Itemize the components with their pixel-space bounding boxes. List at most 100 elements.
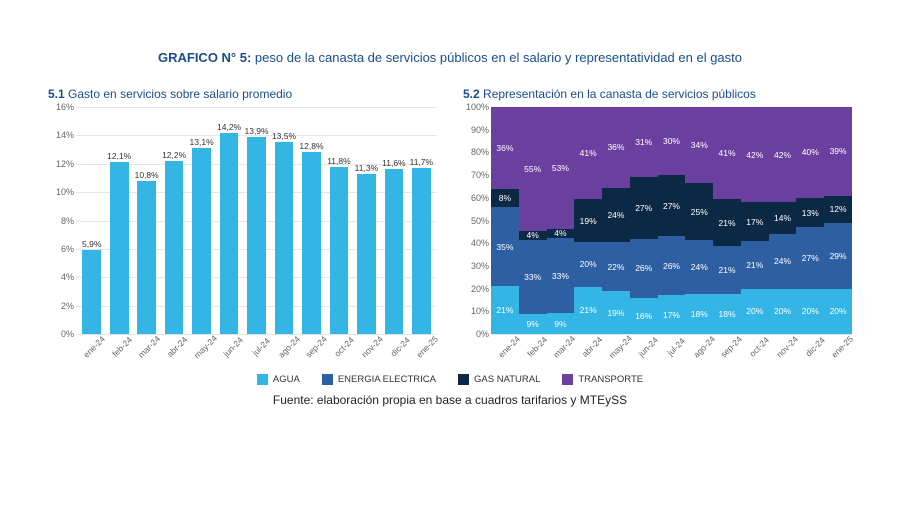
chart-51-yaxis: 0%2%4%6%8%10%12%14%16% (48, 107, 76, 334)
chart-52-segment: 40% (796, 107, 824, 198)
chart-52-segment-label: 17% (663, 310, 680, 320)
chart-52-segment: 33% (547, 238, 575, 314)
chart-52-ytick: 0% (476, 329, 489, 339)
chart-51-bar-wrap: 13,5% (270, 107, 297, 334)
chart-52-segment-label: 24% (691, 262, 708, 272)
chart-51-bar-wrap: 12,1% (105, 107, 132, 334)
chart-52-segment: 36% (602, 107, 630, 188)
chart-51-bar-label: 13,5% (272, 131, 296, 141)
chart-52-segment-label: 30% (663, 136, 680, 146)
chart-52-segment-label: 8% (499, 193, 511, 203)
chart-51-bar-wrap: 12,8% (298, 107, 325, 334)
chart-51-bar-label: 14,2% (217, 122, 241, 132)
chart-51-bar-label: 12,8% (299, 141, 323, 151)
chart-52-segment: 4% (519, 231, 547, 240)
chart-52-segment-label: 18% (691, 309, 708, 319)
chart-52-stack-col: 9%33%4%53% (547, 107, 575, 334)
chart-52-segment-label: 26% (635, 263, 652, 273)
chart-52-segment-label: 20% (774, 306, 791, 316)
chart-52-segment: 27% (630, 177, 658, 238)
chart-52-stacks: 21%35%8%36%9%33%4%55%9%33%4%53%21%20%19%… (491, 107, 852, 334)
chart-51-bar (412, 168, 431, 334)
chart-52-segment-label: 27% (663, 201, 680, 211)
chart-52-segment-label: 9% (527, 319, 539, 329)
chart-52-segment: 29% (824, 223, 852, 289)
chart-52-ytick: 100% (466, 102, 489, 112)
chart-52-segment-label: 34% (691, 140, 708, 150)
chart-51-bar-wrap: 14,2% (215, 107, 242, 334)
legend-item: TRANSPORTE (562, 374, 643, 385)
chart-51-bar (137, 181, 156, 334)
chart-51-bar (220, 133, 239, 334)
panel-51-title-bold: 5.1 (48, 87, 65, 101)
chart-52-segment: 31% (630, 107, 658, 177)
chart-51-bar-label: 13,1% (190, 137, 214, 147)
chart-51-ytick: 12% (56, 159, 74, 169)
chart-51-ytick: 10% (56, 187, 74, 197)
chart-52-segment: 20% (769, 289, 797, 334)
chart-52-segment: 25% (685, 183, 713, 239)
chart-52-segment: 21% (713, 199, 741, 246)
legend-swatch (322, 374, 333, 385)
chart-52-segment-label: 20% (580, 259, 597, 269)
chart-51-bar-wrap: 13,1% (188, 107, 215, 334)
chart-51-xtick: ene-25 (410, 330, 449, 369)
legend: AGUAENERGIA ELECTRICAGAS NATURALTRANSPOR… (48, 374, 852, 385)
chart-51-bar (165, 161, 184, 334)
panel-51-title-rest: Gasto en servicios sobre salario promedi… (68, 87, 292, 101)
chart-52-xtick: ene-25 (825, 330, 864, 369)
legend-label: TRANSPORTE (578, 374, 643, 385)
chart-52-segment-label: 41% (719, 148, 736, 158)
chart-51-bar-label: 13,9% (244, 126, 268, 136)
chart-52-segment: 18% (713, 294, 741, 334)
chart-52-segment-label: 19% (580, 216, 597, 226)
chart-52-ytick: 30% (471, 261, 489, 271)
legend-item: ENERGIA ELECTRICA (322, 374, 436, 385)
chart-52-segment: 9% (547, 313, 575, 334)
chart-52-segment-label: 20% (830, 306, 847, 316)
chart-51-ytick: 14% (56, 130, 74, 140)
chart-51-bar (247, 137, 266, 334)
chart-52-segment-label: 42% (774, 150, 791, 160)
chart-51-bar (192, 148, 211, 334)
chart-51-bar-wrap: 11,7% (408, 107, 435, 334)
chart-51-ytick: 4% (61, 272, 74, 282)
legend-swatch (257, 374, 268, 385)
chart-52-segment-label: 19% (607, 308, 624, 318)
chart-52-stack-col: 18%21%21%41% (713, 107, 741, 334)
chart-52-segment: 20% (824, 289, 852, 334)
legend-label: GAS NATURAL (474, 374, 540, 385)
chart-52-ytick: 50% (471, 216, 489, 226)
charts-row: 5.1 Gasto en servicios sobre salario pro… (48, 87, 852, 362)
chart-52-segment: 13% (796, 198, 824, 228)
chart-52-segment: 42% (741, 107, 769, 202)
panel-52: 5.2 Representación en la canasta de serv… (463, 87, 852, 362)
chart-52-yaxis: 0%10%20%30%40%50%60%70%80%90%100% (463, 107, 491, 334)
chart-52-segment-label: 20% (746, 306, 763, 316)
chart-52-segment: 20% (796, 289, 824, 334)
chart-52-segment-label: 21% (580, 305, 597, 315)
chart-52-stack-col: 16%26%27%31% (630, 107, 658, 334)
chart-52-ytick: 60% (471, 193, 489, 203)
chart-52-segment-label: 29% (830, 251, 847, 261)
chart-51-bar-wrap: 11,3% (353, 107, 380, 334)
panel-51-title: 5.1 Gasto en servicios sobre salario pro… (48, 87, 437, 101)
chart-52-segment-label: 24% (774, 256, 791, 266)
main-title-rest: peso de la canasta de servicios públicos… (255, 50, 742, 65)
chart-52-stack-col: 20%21%17%42% (741, 107, 769, 334)
chart-52-segment-label: 13% (802, 208, 819, 218)
chart-51-bar (357, 174, 376, 334)
panel-52-title: 5.2 Representación en la canasta de serv… (463, 87, 852, 101)
chart-51-bar-wrap: 11,8% (325, 107, 352, 334)
chart-52-segment: 26% (658, 236, 686, 295)
chart-52-segment: 20% (574, 242, 602, 287)
chart-52-segment-label: 33% (524, 272, 541, 282)
chart-52-segment-label: 4% (554, 228, 566, 238)
chart-52-segment: 18% (685, 294, 713, 334)
chart-52-segment: 42% (769, 107, 797, 202)
chart-51-ytick: 6% (61, 244, 74, 254)
chart-52-plot: 21%35%8%36%9%33%4%55%9%33%4%53%21%20%19%… (491, 107, 852, 334)
chart-51-bar-wrap: 10,8% (133, 107, 160, 334)
chart-52-ytick: 20% (471, 284, 489, 294)
chart-52-segment: 17% (658, 295, 686, 334)
